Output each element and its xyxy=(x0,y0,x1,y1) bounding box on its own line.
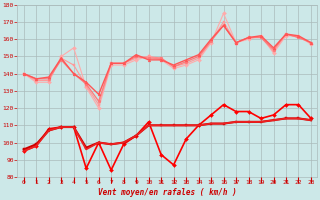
X-axis label: Vent moyen/en rafales ( km/h ): Vent moyen/en rafales ( km/h ) xyxy=(98,188,237,197)
